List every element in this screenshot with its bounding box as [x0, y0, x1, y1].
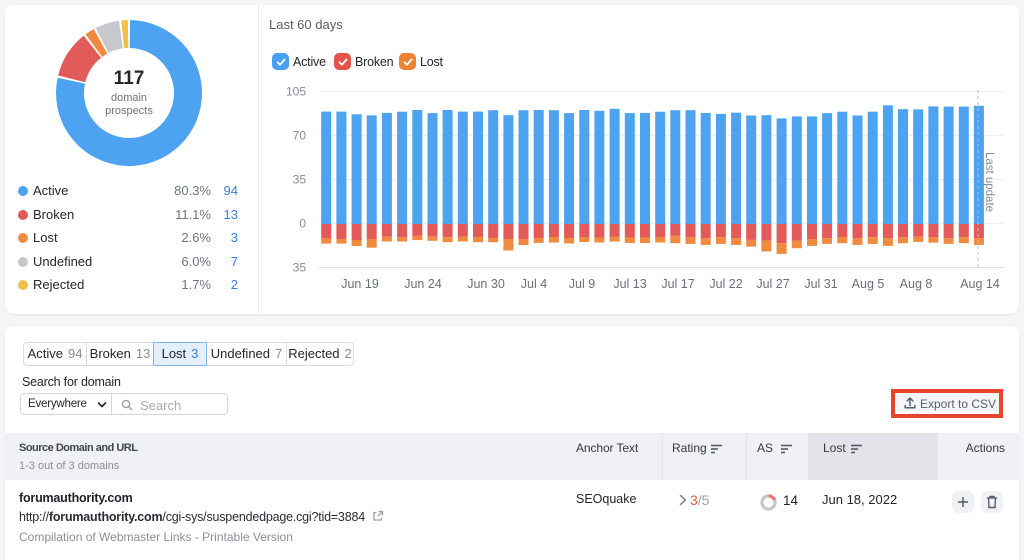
svg-text:Last update: Last update	[983, 152, 995, 212]
svg-text:Jun 24: Jun 24	[404, 277, 442, 291]
svg-text:Aug 8: Aug 8	[900, 277, 933, 291]
svg-text:Jul 9: Jul 9	[569, 277, 595, 291]
svg-text:35: 35	[293, 173, 307, 187]
svg-text:Jul 4: Jul 4	[521, 277, 547, 291]
svg-text:Jul 22: Jul 22	[709, 277, 742, 291]
svg-text:0: 0	[299, 217, 306, 231]
svg-text:Jul 17: Jul 17	[661, 277, 694, 291]
svg-text:35: 35	[293, 261, 307, 275]
svg-text:Jun 30: Jun 30	[467, 277, 505, 291]
svg-text:Jul 31: Jul 31	[804, 277, 837, 291]
svg-text:Jun 19: Jun 19	[341, 277, 379, 291]
svg-text:Jul 13: Jul 13	[613, 277, 646, 291]
svg-text:Aug 5: Aug 5	[852, 277, 885, 291]
svg-text:105: 105	[286, 85, 306, 99]
svg-text:Jul 27: Jul 27	[756, 277, 789, 291]
svg-text:70: 70	[293, 129, 307, 143]
svg-text:Aug 14: Aug 14	[960, 277, 1000, 291]
